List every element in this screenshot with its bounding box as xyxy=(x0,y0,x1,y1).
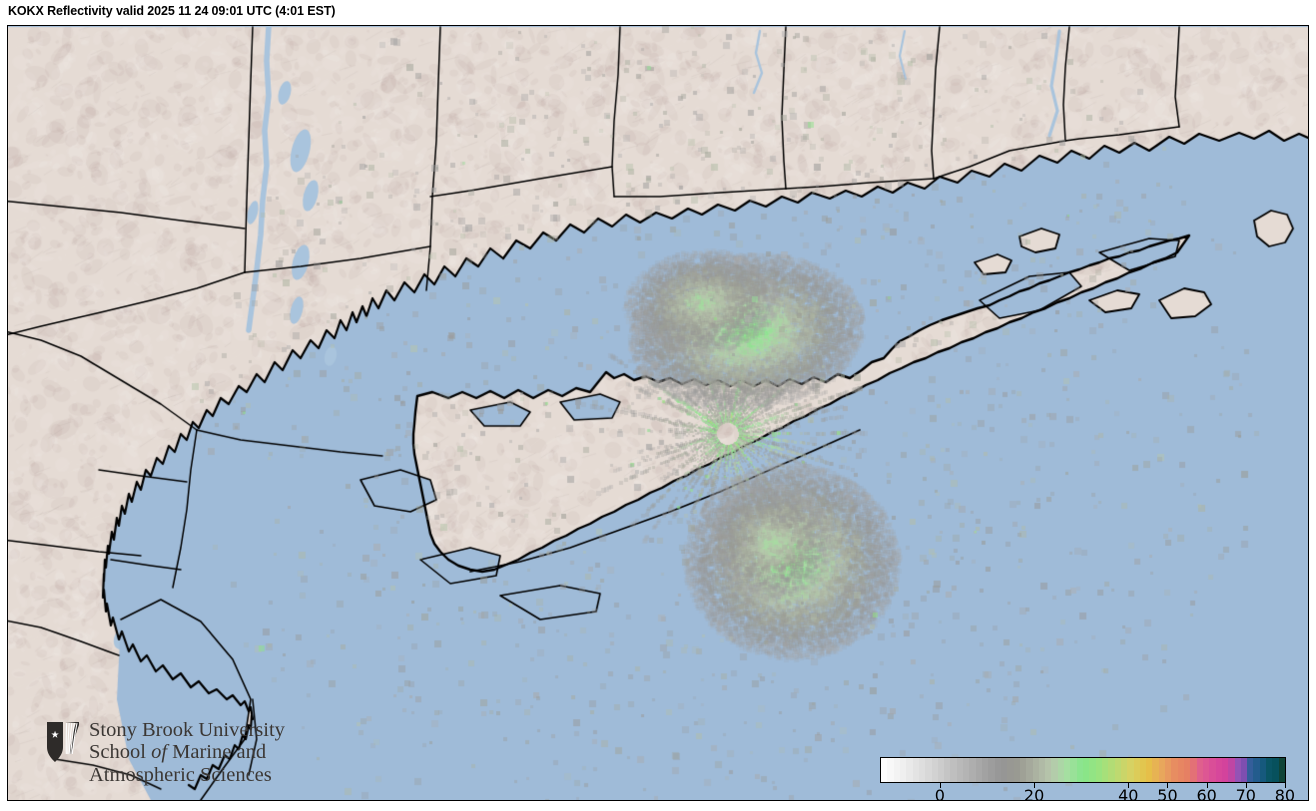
colorbar-swatch xyxy=(963,758,970,782)
colorbar-swatch xyxy=(975,758,982,782)
colorbar-swatch xyxy=(1120,758,1128,782)
colorbar-swatch xyxy=(1266,758,1273,782)
colorbar-swatch xyxy=(1228,758,1235,782)
colorbar-swatch xyxy=(988,758,995,782)
colorbar-swatch xyxy=(1190,758,1197,782)
colorbar-swatch xyxy=(1076,758,1083,782)
colorbar-swatch xyxy=(982,758,989,782)
colorbar-swatch xyxy=(1234,758,1241,782)
colorbar-swatch xyxy=(950,758,957,782)
colorbar-swatch xyxy=(1253,758,1260,782)
colorbar-tick xyxy=(939,783,941,788)
colorbar-swatch xyxy=(1177,758,1184,782)
colorbar-tick-label: 50 xyxy=(1157,786,1178,801)
colorbar-swatch xyxy=(1215,758,1222,782)
colorbar-swatch xyxy=(899,758,907,782)
colorbar-swatch xyxy=(1013,758,1020,782)
colorbar-swatch xyxy=(1240,758,1248,782)
colorbar-swatch xyxy=(956,758,964,782)
colorbar-swatch xyxy=(1171,758,1178,782)
colorbar-swatch xyxy=(1064,758,1071,782)
colorbar-swatch xyxy=(1045,758,1052,782)
colorbar-swatch xyxy=(1051,758,1058,782)
colorbar-swatch xyxy=(1108,758,1115,782)
colorbar-swatch xyxy=(1057,758,1065,782)
colorbar-swatch xyxy=(944,758,951,782)
colorbar-swatch xyxy=(1007,758,1014,782)
colorbar-swatch xyxy=(893,758,900,782)
colorbar-swatch xyxy=(881,758,888,782)
colorbar-gradient xyxy=(880,757,1286,783)
colorbar-tick xyxy=(1245,783,1247,788)
colorbar-swatch xyxy=(969,758,976,782)
colorbar-swatch xyxy=(937,758,945,782)
colorbar-swatch xyxy=(918,758,926,782)
colorbar-swatch xyxy=(1247,758,1254,782)
colorbar-swatch xyxy=(1019,758,1027,782)
colorbar-swatch xyxy=(1089,758,1096,782)
colorbar-swatch xyxy=(1165,758,1172,782)
colorbar-swatch xyxy=(912,758,919,782)
colorbar-tick-label: 20 xyxy=(1023,786,1045,801)
colorbar-swatch xyxy=(1221,758,1229,782)
colorbar-swatch xyxy=(1095,758,1102,782)
colorbar-tick-label: 70 xyxy=(1235,786,1256,801)
colorbar-swatch xyxy=(1259,758,1267,782)
radar-map[interactable]: Stony Brook University School of Marine … xyxy=(7,25,1309,801)
colorbar-swatch xyxy=(1139,758,1147,782)
colorbar-tick xyxy=(1206,783,1208,788)
colorbar-tick-label: 0 xyxy=(934,786,945,801)
colorbar-swatch xyxy=(1146,758,1153,782)
colorbar-swatch xyxy=(1026,758,1033,782)
colorbar-swatch xyxy=(1127,758,1134,782)
reflectivity-layer xyxy=(8,26,1308,800)
colorbar-swatch xyxy=(1083,758,1090,782)
colorbar-swatch xyxy=(1196,758,1203,782)
colorbar-swatch xyxy=(994,758,1001,782)
colorbar-swatch xyxy=(1209,758,1216,782)
colorbar-swatch xyxy=(1133,758,1140,782)
reflectivity-colorbar[interactable] xyxy=(880,757,1286,783)
colorbar-tick-label: 80 xyxy=(1274,786,1296,801)
page-title: KOKX Reflectivity valid 2025 11 24 09:01… xyxy=(8,4,336,18)
colorbar-swatch xyxy=(1152,758,1159,782)
colorbar-swatch xyxy=(1114,758,1121,782)
colorbar-swatch xyxy=(1070,758,1077,782)
colorbar-swatch xyxy=(1278,758,1285,782)
colorbar-swatch xyxy=(1032,758,1039,782)
colorbar-swatch xyxy=(925,758,932,782)
colorbar-ticks: 0 20 40 50 60 70 80 xyxy=(880,783,1295,801)
colorbar-swatch xyxy=(1000,758,1008,782)
colorbar-swatch xyxy=(1038,758,1046,782)
colorbar-swatch xyxy=(1101,758,1109,782)
colorbar-tick xyxy=(1167,783,1169,788)
colorbar-tick xyxy=(1128,783,1130,788)
colorbar-swatch xyxy=(931,758,938,782)
colorbar-tick xyxy=(1284,783,1286,788)
colorbar-swatch xyxy=(1158,758,1166,782)
colorbar-tick xyxy=(1034,783,1036,788)
colorbar-swatch xyxy=(1184,758,1191,782)
colorbar-swatch xyxy=(887,758,894,782)
colorbar-tick-label: 60 xyxy=(1196,786,1217,801)
colorbar-swatch xyxy=(1272,758,1279,782)
colorbar-swatch xyxy=(1202,758,1210,782)
colorbar-swatch xyxy=(906,758,913,782)
colorbar-tick-label: 40 xyxy=(1118,786,1139,801)
